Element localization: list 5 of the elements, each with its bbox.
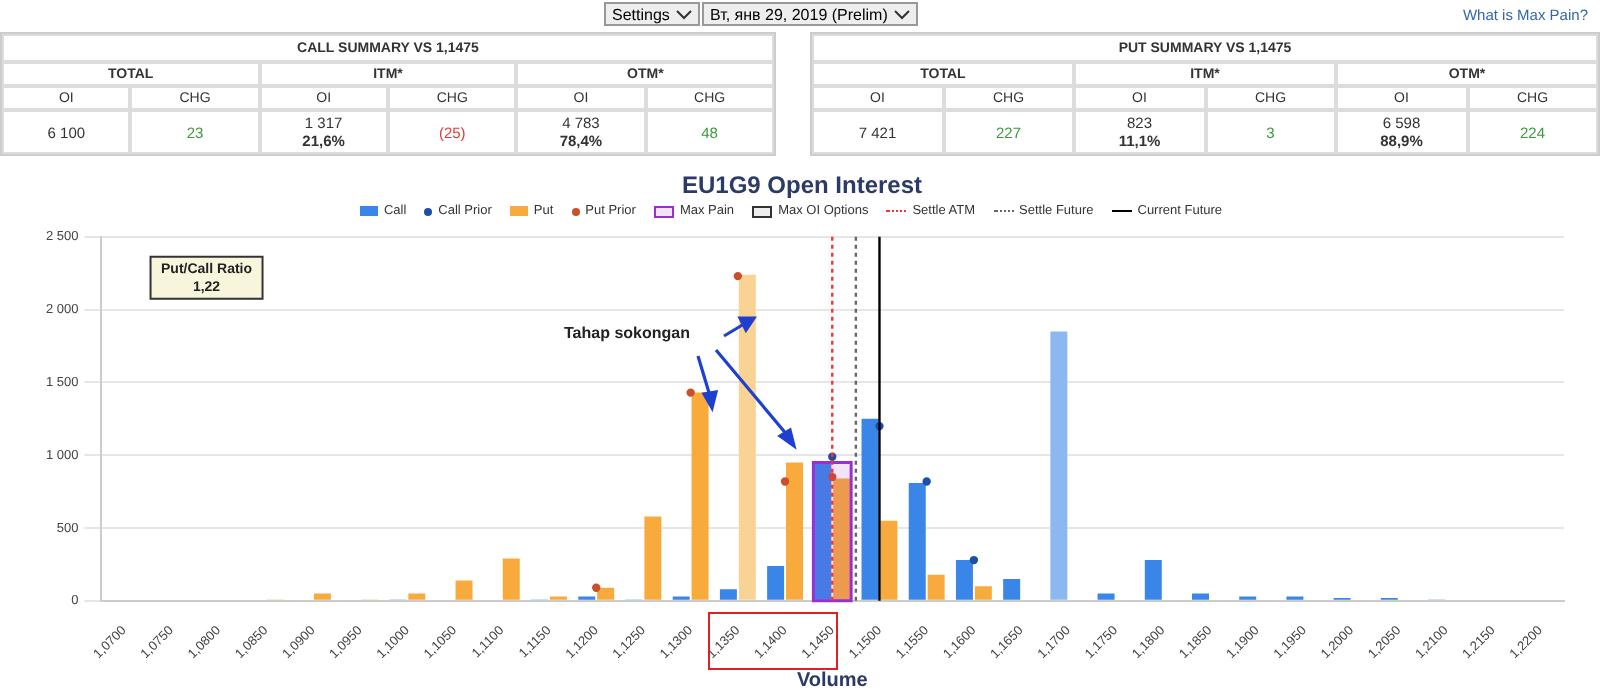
- text: Вт, янв 29, 2019 (Prelim): [710, 5, 888, 23]
- annotation: Tahap sokongan: [564, 324, 691, 343]
- text: Settings: [612, 5, 670, 23]
- chart-title: EU1G9 Open Interest: [681, 171, 923, 200]
- x-axis-title: Volume: [796, 669, 869, 692]
